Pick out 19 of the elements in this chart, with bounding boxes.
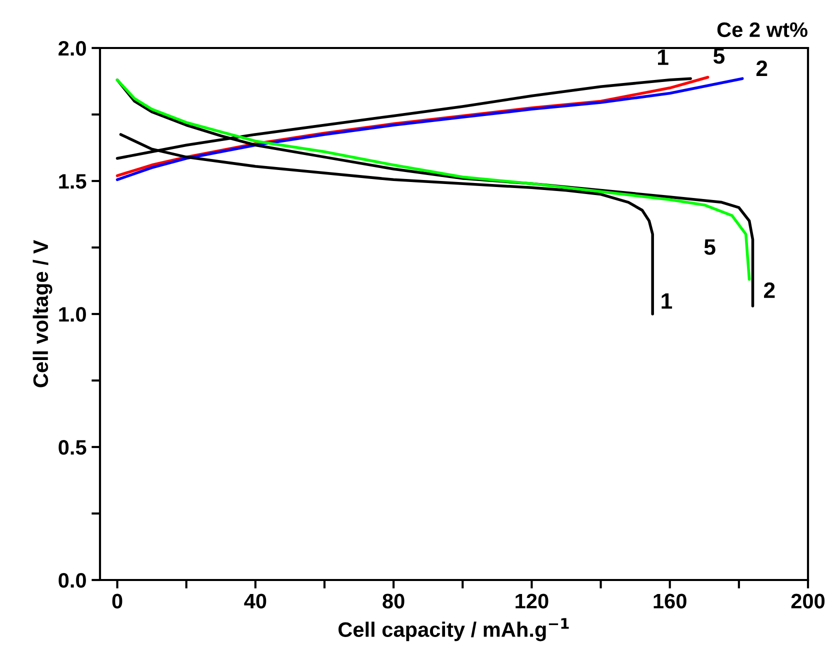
x-tick-label: 80 [382,594,404,608]
series-label: 2 [764,282,775,298]
x-tick-label: 160 [654,594,686,608]
series-label: 1 [658,50,668,65]
y-tick-label: 0.0 [58,573,86,588]
x-tick-label: 200 [791,594,825,608]
y-tick-label: 0.5 [58,440,86,455]
y-axis-title: Cell voltage / V [32,240,52,388]
y-tick-label: 2.0 [58,41,86,56]
x-tick-label: 40 [244,594,266,608]
series-label: 1 [662,293,672,309]
x-tick-label: 120 [516,594,548,608]
chart-title: Ce 2 wt% [717,22,808,38]
x-tick-label: 0 [112,594,122,608]
y-tick-label: 1.0 [59,307,86,322]
series-label: 5 [704,239,716,255]
y-tick-label: 1.5 [59,174,86,189]
x-axis-title: Cell capacity / mAh.g$^{−1}$ [338,618,569,642]
series-label: 2 [756,60,768,76]
